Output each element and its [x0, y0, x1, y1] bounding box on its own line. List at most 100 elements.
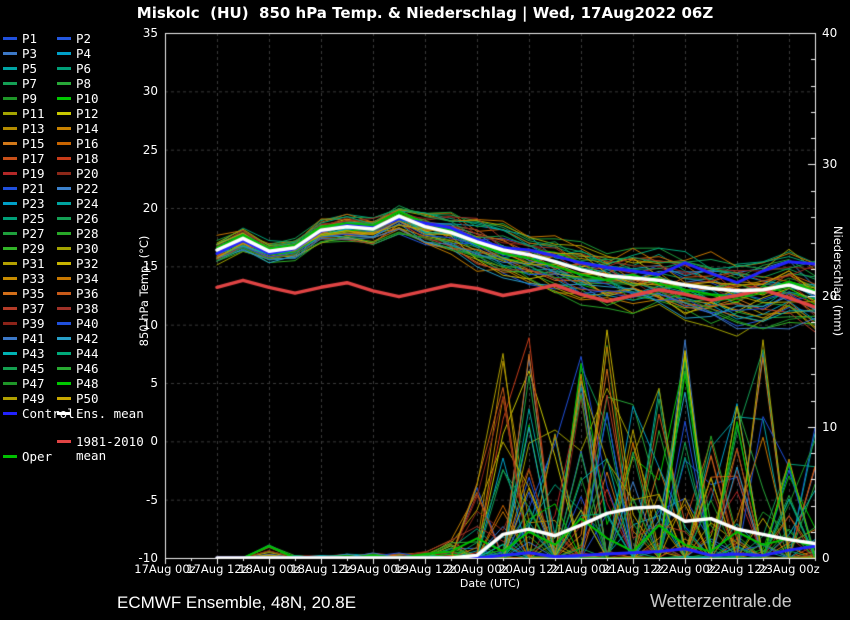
- legend-item-label: P37: [22, 301, 45, 316]
- legend-item-label: P10: [76, 91, 99, 106]
- x-tick-label: 22Aug 12z: [706, 562, 768, 576]
- x-tick-label: 20Aug 12z: [498, 562, 560, 576]
- legend-color-dash: [3, 262, 17, 265]
- legend-item-label: Ens. mean: [76, 406, 144, 421]
- legend-item-label: P1: [22, 31, 38, 46]
- legend-color-dash: [57, 292, 71, 295]
- left-axis-title: 850 hPa Temp. (°C): [137, 235, 151, 347]
- y-left-tick-label: 35: [142, 26, 158, 40]
- legend-item-label: P34: [76, 271, 99, 286]
- legend-item-label: P20: [76, 166, 99, 181]
- legend-color-dash: [3, 382, 17, 385]
- legend-item-label: P30: [76, 241, 99, 256]
- legend-color-dash: [3, 172, 17, 175]
- legend-color-dash: [3, 232, 17, 235]
- y-left-tick-label: 25: [142, 142, 158, 157]
- legend-color-dash: [57, 247, 71, 250]
- x-tick-label: 19Aug 00z: [342, 562, 404, 576]
- legend-color-dash: [57, 112, 71, 115]
- footer-model-info: ECMWF Ensemble, 48N, 20.8E: [117, 593, 357, 612]
- legend-item-label: P44: [76, 346, 99, 361]
- legend-item-label: P11: [22, 106, 45, 121]
- legend-item-label: P40: [76, 316, 99, 331]
- y-left-tick-label: 30: [142, 84, 158, 99]
- legend-color-dash: [57, 322, 71, 325]
- x-tick-label: 17Aug 00z: [134, 562, 196, 576]
- legend-item-label: P12: [76, 106, 99, 121]
- legend-color-dash: [3, 397, 17, 400]
- legend-item-label: P31: [22, 256, 45, 271]
- legend-item-label: P38: [76, 301, 99, 316]
- legend-item-label: Oper: [22, 449, 53, 464]
- legend-color-dash: [3, 97, 17, 100]
- legend-color-dash: [3, 67, 17, 70]
- right-axis-title: Niederschlag (mm): [831, 225, 845, 337]
- x-tick-label: 21Aug 00z: [550, 562, 612, 576]
- x-tick-label: 18Aug 12z: [290, 562, 352, 576]
- legend-color-dash: [57, 97, 71, 100]
- legend-color-dash: [57, 440, 71, 443]
- legend-item-label: P33: [22, 271, 45, 286]
- legend-item-label: P26: [76, 211, 99, 226]
- legend-color-dash: [3, 187, 17, 190]
- legend-item-label: P6: [76, 61, 92, 76]
- y-left-tick-label: 5: [150, 376, 158, 390]
- legend-item-label: P43: [22, 346, 45, 361]
- y-left-tick-label: 20: [142, 201, 158, 215]
- legend-color-dash: [3, 202, 17, 205]
- legend-item-label: P8: [76, 76, 92, 91]
- y-left-tick-label: -5: [146, 492, 158, 507]
- x-tick-label: 23Aug 00z: [758, 562, 820, 576]
- footer-brand: Wetterzentrale.de: [650, 591, 792, 611]
- legend-item-label: P22: [76, 181, 99, 196]
- legend-item-label: Control: [22, 406, 75, 421]
- legend-color-dash: [57, 412, 71, 415]
- legend-item-label: P50: [76, 391, 99, 406]
- legend-color-dash: [3, 112, 17, 115]
- y-right-tick-label: 30: [822, 157, 838, 172]
- legend-item-label: P3: [22, 46, 38, 61]
- legend-color-dash: [57, 397, 71, 400]
- legend-color-dash: [57, 157, 71, 160]
- legend-item-label: P9: [22, 91, 38, 106]
- legend-item-label: P19: [22, 166, 45, 181]
- legend-color-dash: [57, 277, 71, 280]
- legend-color-dash: [3, 247, 17, 250]
- legend-item-label: P47: [22, 376, 45, 391]
- legend-item-label: P25: [22, 211, 45, 226]
- legend-color-dash: [3, 337, 17, 340]
- legend-item-label: P21: [22, 181, 45, 196]
- legend-color-dash: [57, 187, 71, 190]
- legend-color-dash: [57, 37, 71, 40]
- legend-color-dash: [57, 52, 71, 55]
- y-left-tick-label: 0: [150, 434, 158, 449]
- legend-color-dash: [3, 412, 17, 415]
- legend-color-dash: [57, 262, 71, 265]
- legend-color-dash: [3, 52, 17, 55]
- y-left-tick-label: 15: [142, 259, 158, 274]
- legend-item-label: P7: [22, 76, 38, 91]
- x-tick-label: 18Aug 00z: [238, 562, 300, 576]
- legend-color-dash: [57, 454, 71, 457]
- legend-color-dash: [3, 367, 17, 370]
- legend-item-label: P41: [22, 331, 45, 346]
- x-tick-label: 19Aug 12z: [394, 562, 456, 576]
- legend-color-dash: [57, 142, 71, 145]
- legend-item-label: P35: [22, 286, 45, 301]
- legend-item-label: P46: [76, 361, 99, 376]
- legend-color-dash: [3, 142, 17, 145]
- legend-item-label: P45: [22, 361, 45, 376]
- legend-color-dash: [3, 292, 17, 295]
- legend-color-dash: [3, 307, 17, 310]
- legend-color-dash: [3, 82, 17, 85]
- legend-color-dash: [57, 202, 71, 205]
- legend-color-dash: [3, 322, 17, 325]
- y-left-tick-label: -10: [138, 551, 158, 565]
- x-tick-label: 17Aug 12z: [186, 562, 248, 576]
- x-axis-title: Date (UTC): [459, 577, 521, 590]
- x-tick-label: 22Aug 00z: [654, 562, 716, 576]
- legend-color-dash: [57, 82, 71, 85]
- legend-item-label: P13: [22, 121, 45, 136]
- legend-color-dash: [3, 352, 17, 355]
